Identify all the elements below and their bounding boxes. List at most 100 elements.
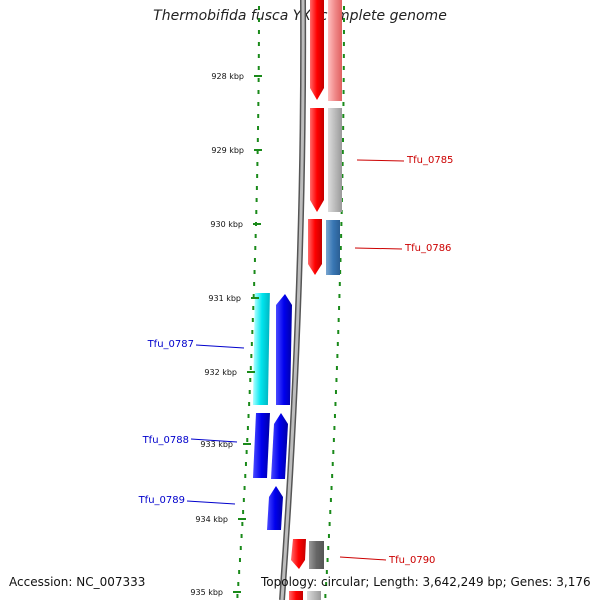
guide-dot [246,426,249,430]
guide-dot [330,486,333,490]
guide-dot [337,318,340,322]
guide-dot [338,306,341,310]
cds-arrow-forward[interactable] [310,0,324,100]
ruler-tick-label: 935 kbp [190,588,223,597]
guide-dot [341,186,344,190]
guide-dot [342,42,345,46]
guide-dot [332,438,335,442]
guide-dot [339,246,342,250]
guide-dot [328,522,331,526]
guide-dot [324,594,327,598]
feature-box-steelblue[interactable] [326,220,340,275]
guide-dot [257,54,260,58]
guide-dot [255,210,258,214]
ruler-tick-label: 934 kbp [195,515,228,524]
guide-dot [256,162,259,166]
guide-dot [336,354,339,358]
cds-arrow-reverse[interactable] [267,486,283,530]
feature-box-gray[interactable] [328,108,342,212]
gene-label-leader [186,500,236,505]
gene-label-tfu-0786[interactable]: Tfu_0786 [404,243,451,254]
guide-dot [238,570,241,574]
guide-dot [333,426,336,430]
guide-dot [249,378,252,382]
guide-dot [329,510,332,514]
guide-dot [331,462,334,466]
cds-arrow-reverse[interactable] [271,413,288,479]
guide-dot [339,258,342,262]
guide-dot [341,150,344,154]
guide-dot [242,498,245,502]
cds-arrow-forward[interactable] [289,591,303,600]
ruler-tick-label: 929 kbp [211,146,244,155]
guide-dot [248,402,251,406]
guide-dot [339,270,342,274]
cds-arrow-reverse[interactable] [253,413,270,478]
ruler-tick-label: 930 kbp [210,220,243,229]
guide-dot [335,366,338,370]
guide-dot [338,294,341,298]
feature-box-pink[interactable] [328,0,342,101]
ruler-tick-label: 932 kbp [204,368,237,377]
cds-arrow-forward[interactable] [291,539,306,569]
guide-dot [342,54,345,58]
cds-arrow-forward[interactable] [308,219,322,275]
cds-arrow-reverse[interactable] [276,294,292,405]
guide-dot [333,414,336,418]
guide-dot [325,570,328,574]
guide-dot [257,126,260,130]
guide-dot [244,462,247,466]
accession-text: Accession: NC_007333 [9,575,146,589]
guide-dot [253,270,256,274]
guide-dot [327,534,330,538]
guide-dot [236,594,239,598]
guide-dot [335,378,338,382]
position-ruler: 928 kbp 929 kbp 930 kbp 931 kbp 932 kbp 933 k… [190,72,262,597]
gene-label-leader [339,556,387,561]
guide-dot [254,246,257,250]
feature-box-gray[interactable] [307,591,321,600]
guide-dot [326,558,329,562]
guide-dot [255,186,258,190]
guide-dot [332,450,335,454]
guide-dot [251,330,254,334]
guide-dot [252,306,255,310]
guide-dot [342,18,345,22]
guide-dot [257,18,260,22]
guide-dot [256,174,259,178]
gene-label-tfu-0790[interactable]: Tfu_0790 [388,555,435,566]
guide-dot [327,546,330,550]
gene-label-tfu-0787[interactable]: Tfu_0787 [147,339,194,350]
ruler-tick-mark [251,297,259,299]
guide-dot [237,582,240,586]
guide-dot [342,78,345,82]
gene-label-leader [190,438,238,443]
guide-dot [250,342,253,346]
guide-dot [342,6,345,10]
guide-dot [257,42,260,46]
guide-dot [341,162,344,166]
feature-box-darkgray[interactable] [309,541,324,569]
guide-dot [337,330,340,334]
ruler-tick-mark [238,518,246,520]
guide-dot [256,138,259,142]
gene-label-tfu-0788[interactable]: Tfu_0788 [142,435,189,446]
guide-dot [342,66,345,70]
guide-dot [257,6,260,10]
guide-dot [243,486,246,490]
ruler-tick-mark [254,75,262,77]
guide-dot [257,114,260,118]
guide-dot [240,534,243,538]
feature-box-cyan[interactable] [252,293,270,405]
guide-dot [340,234,343,238]
gene-label-tfu-0785[interactable]: Tfu_0785 [406,155,453,166]
guide-dot [336,342,339,346]
guide-dot [242,510,245,514]
ruler-tick-mark [233,591,241,593]
cds-arrow-forward[interactable] [310,108,324,212]
gene-label-tfu-0789[interactable]: Tfu_0789 [138,495,185,506]
guide-dot [342,114,345,118]
guide-dot [253,282,256,286]
guide-dot [247,414,250,418]
